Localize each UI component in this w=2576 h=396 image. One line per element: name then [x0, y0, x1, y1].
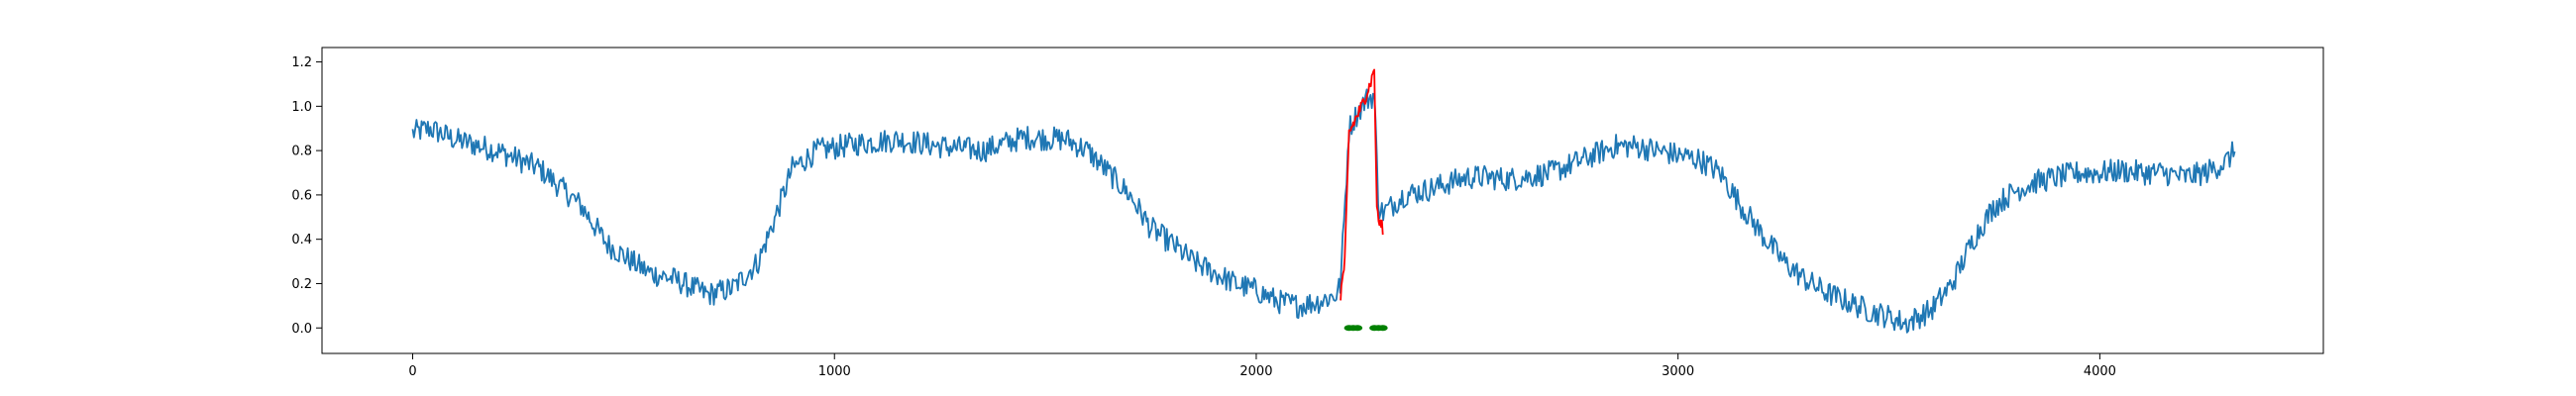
x-tick-label: 4000	[2084, 364, 2116, 379]
y-tick-label: 0.6	[291, 188, 312, 203]
axes-frame	[321, 47, 2324, 354]
y-tick-label: 1.0	[291, 100, 312, 115]
y-tick-label: 0.2	[291, 277, 312, 292]
y-tick-label: 0.4	[291, 233, 312, 248]
series-line-signal	[411, 88, 2236, 334]
y-tick-label: 0.0	[291, 322, 312, 337]
x-tick-label: 3000	[1662, 364, 1694, 379]
series-line-anomaly	[1340, 68, 1384, 301]
x-tick-label: 1000	[818, 364, 851, 379]
y-tick-label: 0.8	[291, 145, 312, 159]
x-tick-label: 2000	[1239, 364, 1272, 379]
plot-area	[411, 68, 2236, 334]
y-tick-label: 1.2	[291, 55, 312, 70]
x-tick-label: 0	[408, 364, 416, 379]
x-axis: 0 1000 2000 3000 4000	[408, 353, 2116, 379]
anomaly-marker	[1352, 325, 1363, 332]
anomaly-marker	[1377, 325, 1388, 332]
y-axis: 0.0 0.2 0.4 0.6 0.8 1.0 1.2	[291, 55, 322, 337]
